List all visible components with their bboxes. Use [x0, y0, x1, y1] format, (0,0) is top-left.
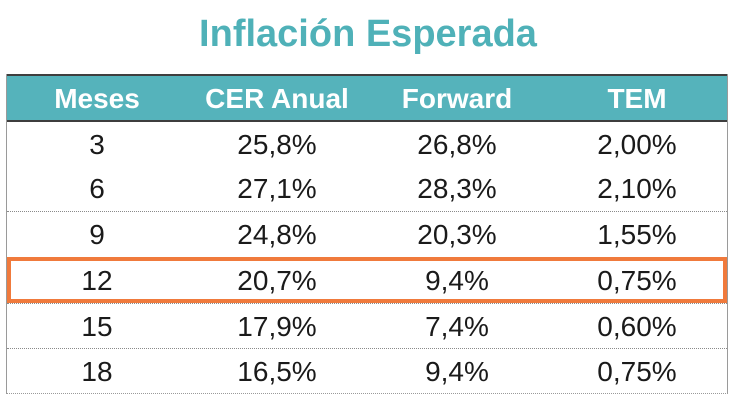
table-cell: 27,1%: [237, 173, 317, 204]
column-header-meses: Meses: [54, 83, 140, 114]
table-cell: 16,5%: [237, 356, 317, 387]
table-cell: 2,00%: [597, 129, 677, 160]
table-row: 6 27,1% 28,3% 2,10%: [7, 166, 727, 211]
table-cell: 6: [89, 173, 105, 204]
table-cell: 25,8%: [237, 129, 317, 160]
table-cell: 12: [81, 265, 113, 296]
table-cell: 0,75%: [597, 265, 677, 296]
table-cell: 26,8%: [417, 129, 497, 160]
column-header-forward: Forward: [401, 83, 513, 114]
table-cell: 18: [81, 356, 113, 387]
table-header: Meses CER Anual Forward TEM: [7, 74, 727, 122]
table-cell: 28,3%: [417, 173, 497, 204]
table-cell: 9,4%: [425, 356, 489, 387]
table-cell: 2,10%: [597, 173, 677, 204]
table-cell: 20,7%: [237, 265, 317, 296]
table-cell: 17,9%: [237, 311, 317, 342]
table-cell: 0,75%: [597, 356, 677, 387]
table-row-highlighted: 12 20,7% 9,4% 0,75%: [7, 257, 727, 303]
inflation-table: Meses CER Anual Forward TEM 3 25,8% 26,8…: [6, 74, 728, 394]
column-header-cer-anual: CER Anual: [205, 83, 349, 114]
table-row: 18 16,5% 9,4% 0,75%: [7, 348, 727, 394]
table-cell: 1,55%: [597, 219, 677, 250]
table-title: Inflación Esperada: [199, 13, 537, 55]
table-cell: 15: [81, 311, 113, 342]
table-row: 15 17,9% 7,4% 0,60%: [7, 303, 727, 349]
table-cell: 20,3%: [417, 219, 497, 250]
table-row: 9 24,8% 20,3% 1,55%: [7, 211, 727, 257]
table-cell: 24,8%: [237, 219, 317, 250]
table-row: 3 25,8% 26,8% 2,00%: [7, 122, 727, 167]
table-cell: 9: [89, 219, 105, 250]
table-cell: 9,4%: [425, 265, 489, 296]
table-cell: 0,60%: [597, 311, 677, 342]
column-header-tem: TEM: [607, 83, 667, 114]
table-cell: 7,4%: [425, 311, 489, 342]
table-cell: 3: [89, 129, 105, 160]
